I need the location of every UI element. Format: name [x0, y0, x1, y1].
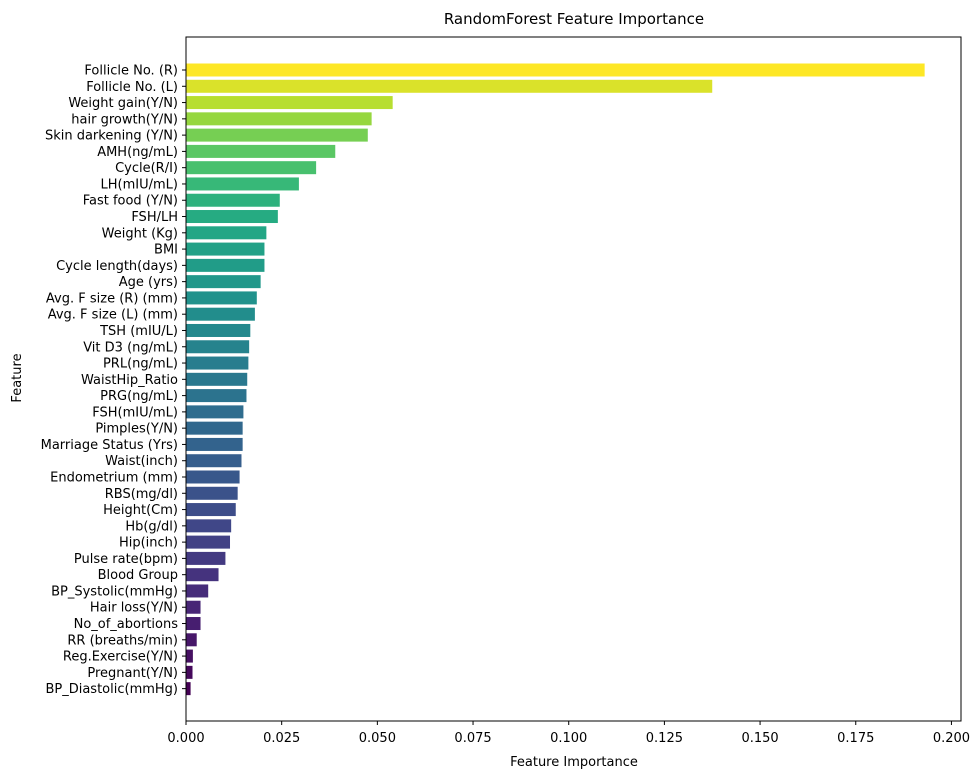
x-tick-label-4: 0.100	[550, 731, 587, 746]
y-tick-label-33: Hair loss(Y/N)	[90, 601, 178, 616]
x-tick-label-5: 0.125	[646, 731, 683, 746]
plot-frame	[185, 36, 962, 722]
y-tick-label-18: PRL(ng/mL)	[103, 357, 178, 372]
bar-21	[186, 405, 244, 419]
bar-5	[186, 144, 336, 158]
y-tick-label-38: BP_Diastolic(mmHg)	[45, 682, 178, 697]
bar-30	[186, 551, 226, 565]
x-tick-label-1: 0.025	[263, 731, 300, 746]
y-tick-label-10: Weight (Kg)	[102, 226, 178, 241]
y-tick-label-30: Pulse rate(bpm)	[74, 552, 178, 567]
bar-20	[186, 389, 247, 403]
bar-12	[186, 258, 265, 272]
y-tick-label-26: RBS(mg/dl)	[105, 487, 178, 502]
y-tick-label-0: Follicle No. (R)	[84, 64, 178, 79]
bar-33	[186, 600, 201, 614]
x-tick-label-3: 0.075	[454, 731, 491, 746]
bar-13	[186, 275, 261, 289]
y-tick-label-13: Age (yrs)	[119, 275, 178, 290]
y-tick-label-32: BP_Systolic(mmHg)	[51, 584, 178, 599]
y-tick-label-14: Avg. F size (R) (mm)	[46, 291, 178, 306]
y-tick-label-20: PRG(ng/mL)	[100, 389, 178, 404]
bar-15	[186, 307, 255, 321]
bar-9	[186, 210, 278, 224]
bar-31	[186, 568, 219, 582]
bar-7	[186, 177, 299, 191]
bar-18	[186, 356, 249, 370]
y-tick-label-4: Skin darkening (Y/N)	[45, 129, 178, 144]
y-tick-label-28: Hb(g/dl)	[125, 519, 178, 534]
bar-27	[186, 503, 236, 517]
bar-23	[186, 437, 243, 451]
y-tick-label-19: WaistHip_Ratio	[81, 373, 178, 388]
bar-36	[186, 649, 193, 663]
bar-38	[186, 682, 191, 696]
y-tick-label-37: Pregnant(Y/N)	[87, 666, 178, 681]
bar-29	[186, 535, 231, 549]
x-axis-label: Feature Importance	[510, 755, 638, 770]
bar-34	[186, 617, 201, 631]
y-tick-label-7: LH(mIU/mL)	[101, 177, 178, 192]
y-tick-label-22: Pimples(Y/N)	[95, 422, 178, 437]
bar-35	[186, 633, 197, 647]
bar-17	[186, 340, 250, 354]
x-tick-label-8: 0.200	[933, 731, 970, 746]
y-tick-label-25: Endometrium (mm)	[50, 471, 178, 486]
y-tick-label-8: Fast food (Y/N)	[83, 194, 178, 209]
bar-26	[186, 486, 238, 500]
bar-32	[186, 584, 209, 598]
x-tick-label-0: 0.000	[167, 731, 204, 746]
bar-11	[186, 242, 265, 256]
y-tick-label-27: Height(Cm)	[103, 503, 178, 518]
x-tick-labels: 0.000 0.025 0.050 0.075 0.100 0.125 0.150 0.175…	[167, 721, 970, 746]
bar-16	[186, 323, 251, 337]
y-tick-label-15: Avg. F size (L) (mm)	[48, 308, 178, 323]
x-tick-label-7: 0.175	[837, 731, 874, 746]
bars-layer	[186, 63, 925, 696]
y-tick-label-36: Reg.Exercise(Y/N)	[63, 650, 178, 665]
bar-22	[186, 421, 243, 435]
bar-10	[186, 226, 267, 240]
x-tick-label-2: 0.050	[359, 731, 396, 746]
bar-19	[186, 372, 248, 386]
y-tick-label-23: Marriage Status (Yrs)	[41, 438, 178, 453]
y-tick-label-29: Hip(inch)	[119, 536, 178, 551]
bar-24	[186, 454, 242, 468]
y-tick-label-9: FSH/LH	[131, 210, 178, 225]
bar-25	[186, 470, 240, 484]
bar-4	[186, 128, 368, 142]
bar-0	[186, 63, 925, 77]
y-tick-label-1: Follicle No. (L)	[86, 80, 178, 95]
bar-28	[186, 519, 232, 533]
y-tick-label-35: RR (breaths/min)	[67, 633, 178, 648]
bar-3	[186, 112, 372, 126]
y-tick-label-6: Cycle(R/I)	[115, 161, 178, 176]
bar-2	[186, 96, 393, 110]
chart-title: RandomForest Feature Importance	[444, 10, 704, 28]
y-tick-label-2: Weight gain(Y/N)	[68, 96, 178, 111]
x-tick-label-6: 0.150	[741, 731, 778, 746]
y-tick-label-31: Blood Group	[98, 568, 178, 583]
bar-1	[186, 79, 713, 93]
bar-14	[186, 291, 257, 305]
y-tick-labels: Follicle No. (R)Follicle No. (L)Weight g…	[41, 64, 186, 697]
y-tick-label-21: FSH(mIU/mL)	[92, 405, 178, 420]
y-tick-label-12: Cycle length(days)	[56, 259, 178, 274]
y-tick-label-17: Vit D3 (ng/mL)	[83, 340, 178, 355]
bar-6	[186, 161, 317, 175]
y-tick-label-16: TSH (mIU/L)	[99, 324, 178, 339]
y-tick-label-24: Waist(inch)	[105, 454, 178, 469]
y-tick-label-5: AMH(ng/mL)	[97, 145, 178, 160]
bar-8	[186, 193, 280, 207]
bar-37	[186, 665, 193, 679]
y-tick-label-34: No_of_abortions	[74, 617, 179, 632]
y-tick-label-11: BMI	[154, 243, 178, 258]
y-tick-label-3: hair growth(Y/N)	[71, 112, 178, 127]
y-axis-label: Feature	[10, 353, 25, 402]
